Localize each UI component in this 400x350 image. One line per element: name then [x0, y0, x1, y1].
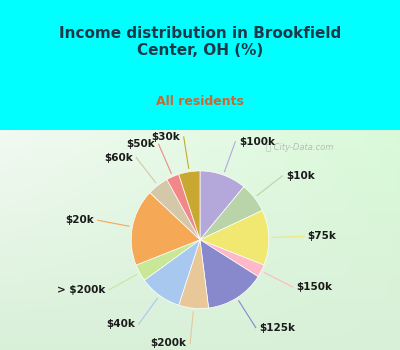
Wedge shape	[179, 240, 209, 309]
Wedge shape	[144, 240, 200, 305]
Wedge shape	[179, 171, 200, 240]
Text: $20k: $20k	[66, 215, 94, 225]
Wedge shape	[200, 210, 269, 265]
Wedge shape	[150, 180, 200, 240]
Wedge shape	[200, 187, 262, 240]
Wedge shape	[131, 193, 200, 265]
Text: $75k: $75k	[308, 231, 336, 242]
Wedge shape	[167, 174, 200, 240]
Text: $150k: $150k	[296, 282, 332, 292]
Text: $50k: $50k	[126, 139, 155, 149]
Text: > $200k: > $200k	[57, 285, 105, 295]
Text: $125k: $125k	[259, 323, 295, 332]
Text: $200k: $200k	[151, 338, 187, 348]
Text: Income distribution in Brookfield
Center, OH (%): Income distribution in Brookfield Center…	[59, 26, 341, 58]
Text: ⓘ City-Data.com: ⓘ City-Data.com	[266, 143, 334, 152]
Text: All residents: All residents	[156, 94, 244, 107]
Text: $30k: $30k	[152, 132, 180, 142]
Text: $60k: $60k	[104, 153, 133, 162]
Text: $100k: $100k	[239, 137, 275, 147]
Text: $10k: $10k	[286, 171, 314, 181]
Wedge shape	[136, 240, 200, 280]
Wedge shape	[200, 240, 258, 308]
Wedge shape	[200, 240, 264, 276]
Text: $40k: $40k	[106, 319, 135, 329]
Wedge shape	[200, 171, 244, 240]
